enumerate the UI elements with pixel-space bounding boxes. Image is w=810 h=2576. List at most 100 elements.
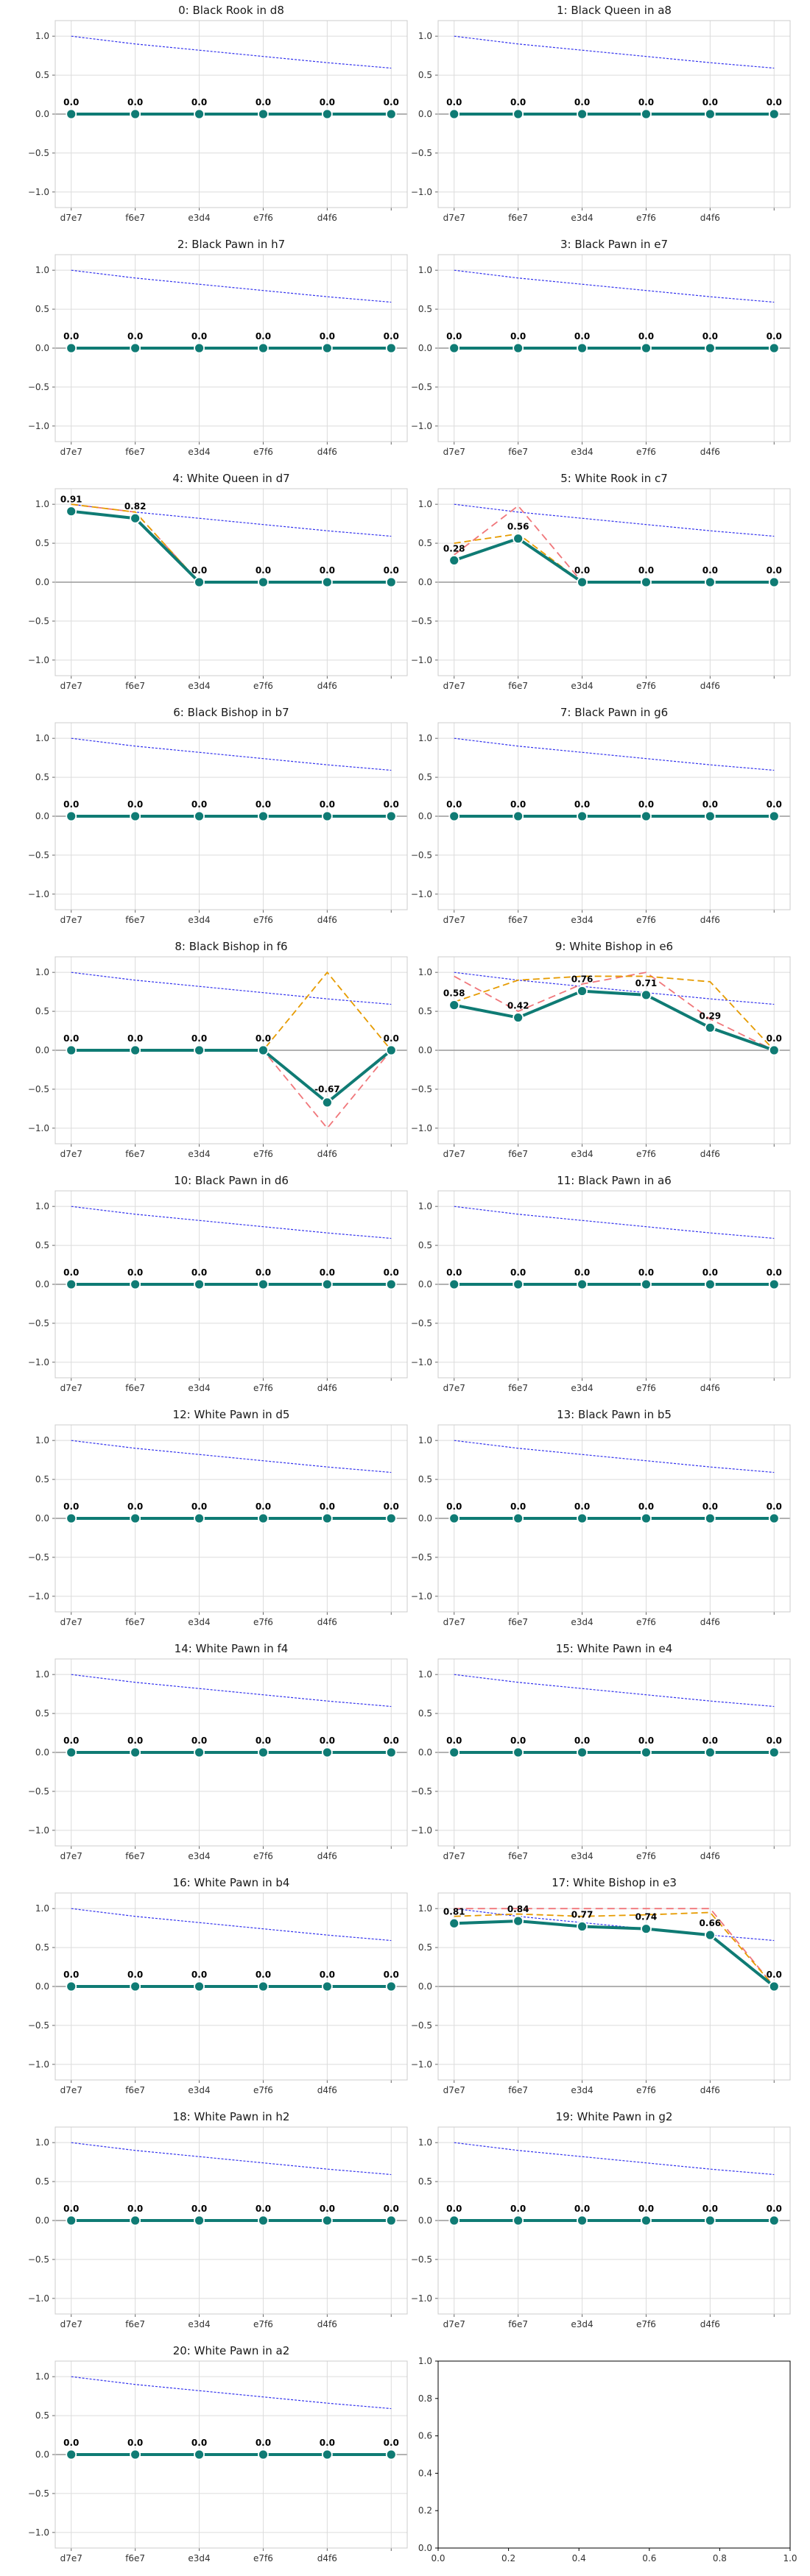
data-point-marker — [194, 108, 205, 120]
data-point-marker — [385, 2449, 397, 2460]
y-tick-label: −1.0 — [28, 2527, 49, 2538]
data-point-marker — [577, 1921, 588, 1932]
series-orange-dashed-line — [454, 975, 775, 1051]
series-blue-dotted-line — [454, 1206, 775, 1239]
data-value-label: 0.0 — [702, 331, 718, 342]
data-point-marker — [385, 108, 397, 120]
data-value-label: 0.0 — [510, 97, 526, 107]
data-point-marker — [513, 533, 524, 545]
data-value-label: 0.0 — [256, 565, 271, 576]
data-value-label: 0.56 — [507, 522, 529, 532]
series-blue-dotted-line — [454, 269, 775, 303]
y-tick-label: 1.0 — [35, 1435, 49, 1446]
data-point-marker — [704, 1512, 716, 1524]
data-point-marker — [385, 1747, 397, 1758]
data-point-marker — [704, 1747, 716, 1758]
y-tick-label: 0.0 — [418, 1279, 432, 1289]
data-value-label: 0.0 — [384, 1970, 399, 1980]
data-point-marker — [641, 1512, 652, 1524]
data-value-label: 0.0 — [510, 331, 526, 342]
y-tick-label: 1.0 — [418, 1435, 432, 1446]
x-tick-label: f6e7 — [508, 447, 528, 457]
data-value-label: 0.0 — [320, 1501, 335, 1512]
data-point-marker — [448, 554, 460, 566]
data-value-label: 0.0 — [702, 2204, 718, 2214]
data-point-marker — [448, 342, 460, 354]
subplot-18: 18: White Pawn in h2 1.0 0.5 0.0 −0.5 −1.0 d7e… — [28, 2110, 408, 2329]
data-value-label: 0.0 — [256, 1033, 271, 1044]
series-blue-dotted-line — [71, 269, 392, 303]
y-tick-label: 0.5 — [418, 1006, 432, 1016]
data-value-label: 0.0 — [384, 1267, 399, 1278]
y-tick-label: −0.5 — [411, 1084, 432, 1094]
y-tick-label: −0.5 — [411, 2254, 432, 2265]
y-tick-label: 1.0 — [35, 265, 49, 275]
x-tick-label: d4f6 — [317, 2553, 337, 2563]
y-tick-label: 0.5 — [418, 772, 432, 782]
x-tick-label: d4f6 — [700, 1617, 720, 1627]
x-tick-label: d7e7 — [443, 1851, 465, 1861]
data-point-marker — [448, 1747, 460, 1758]
y-tick-label: 0.0 — [418, 811, 432, 821]
data-point-marker — [641, 1923, 652, 1935]
x-tick-label: d4f6 — [700, 2319, 720, 2329]
data-value-label: 0.0 — [191, 2204, 207, 2214]
subplot-title: 18: White Pawn in h2 — [173, 2110, 290, 2123]
data-point-marker — [513, 1012, 524, 1023]
data-point-marker — [641, 1278, 652, 1290]
x-tick-label: e7f6 — [253, 1851, 273, 1861]
x-tick-label: e7f6 — [253, 447, 273, 457]
x-tick-label: e3d4 — [571, 681, 593, 691]
y-tick-label: −1.0 — [28, 889, 49, 899]
x-tick-label: e7f6 — [636, 213, 656, 223]
data-value-label: 0.0 — [191, 1033, 207, 1044]
y-tick-label: −1.0 — [411, 421, 432, 431]
data-value-label: 0.0 — [320, 565, 335, 576]
data-value-label: 0.58 — [443, 988, 465, 999]
x-tick-label: d7e7 — [443, 2319, 465, 2329]
y-tick-label: 0.8 — [418, 2393, 432, 2404]
y-tick-label: 1.0 — [418, 733, 432, 743]
y-tick-label: −1.0 — [28, 1123, 49, 1133]
y-tick-label: 0.0 — [35, 1045, 49, 1055]
data-point-marker — [385, 342, 397, 354]
series-blue-dotted-line — [454, 1674, 775, 1708]
data-value-label: 0.0 — [63, 1970, 79, 1980]
x-tick-label: e7f6 — [253, 2319, 273, 2329]
data-point-marker — [66, 108, 77, 120]
plot-frame — [54, 254, 408, 442]
data-point-marker — [448, 108, 460, 120]
data-value-label: 0.0 — [510, 1267, 526, 1278]
data-point-marker — [768, 108, 780, 120]
data-value-label: 0.29 — [700, 1011, 722, 1021]
x-tick-label: d7e7 — [60, 681, 82, 691]
data-value-label: 0.0 — [191, 565, 207, 576]
data-value-label: 0.0 — [63, 1267, 79, 1278]
x-tick-label: e7f6 — [253, 213, 273, 223]
data-point-marker — [66, 2449, 77, 2460]
series-blue-dotted-line — [454, 503, 775, 537]
y-tick-label: −0.5 — [411, 2020, 432, 2031]
x-tick-label: e7f6 — [253, 1617, 273, 1627]
data-point-marker — [768, 810, 780, 822]
y-tick-label: −1.0 — [411, 1591, 432, 1602]
data-point-marker — [194, 810, 205, 822]
series-blue-dotted-line — [71, 972, 392, 1005]
series-main-line — [71, 1049, 392, 1104]
subplot-title: 3: Black Pawn in e7 — [560, 238, 668, 251]
subplot-19: 19: White Pawn in g2 1.0 0.5 0.0 −0.5 −1.0 d7e… — [411, 2110, 791, 2329]
subplot-title: 10: Black Pawn in d6 — [174, 1174, 289, 1187]
x-tick-label: f6e7 — [125, 2319, 145, 2329]
data-point-marker — [258, 2215, 269, 2226]
data-point-marker — [66, 1278, 77, 1290]
series-blue-dotted-line — [454, 737, 775, 771]
series-blue-dotted-line — [71, 35, 392, 69]
data-point-marker — [513, 1278, 524, 1290]
data-point-marker — [577, 1747, 588, 1758]
data-point-marker — [66, 2215, 77, 2226]
x-tick-label: f6e7 — [125, 915, 145, 925]
subplot-title: 9: White Bishop in e6 — [555, 940, 673, 953]
x-tick-label: d7e7 — [60, 1617, 82, 1627]
data-value-label: 0.0 — [63, 331, 79, 342]
y-tick-label: 0.5 — [35, 2176, 49, 2187]
